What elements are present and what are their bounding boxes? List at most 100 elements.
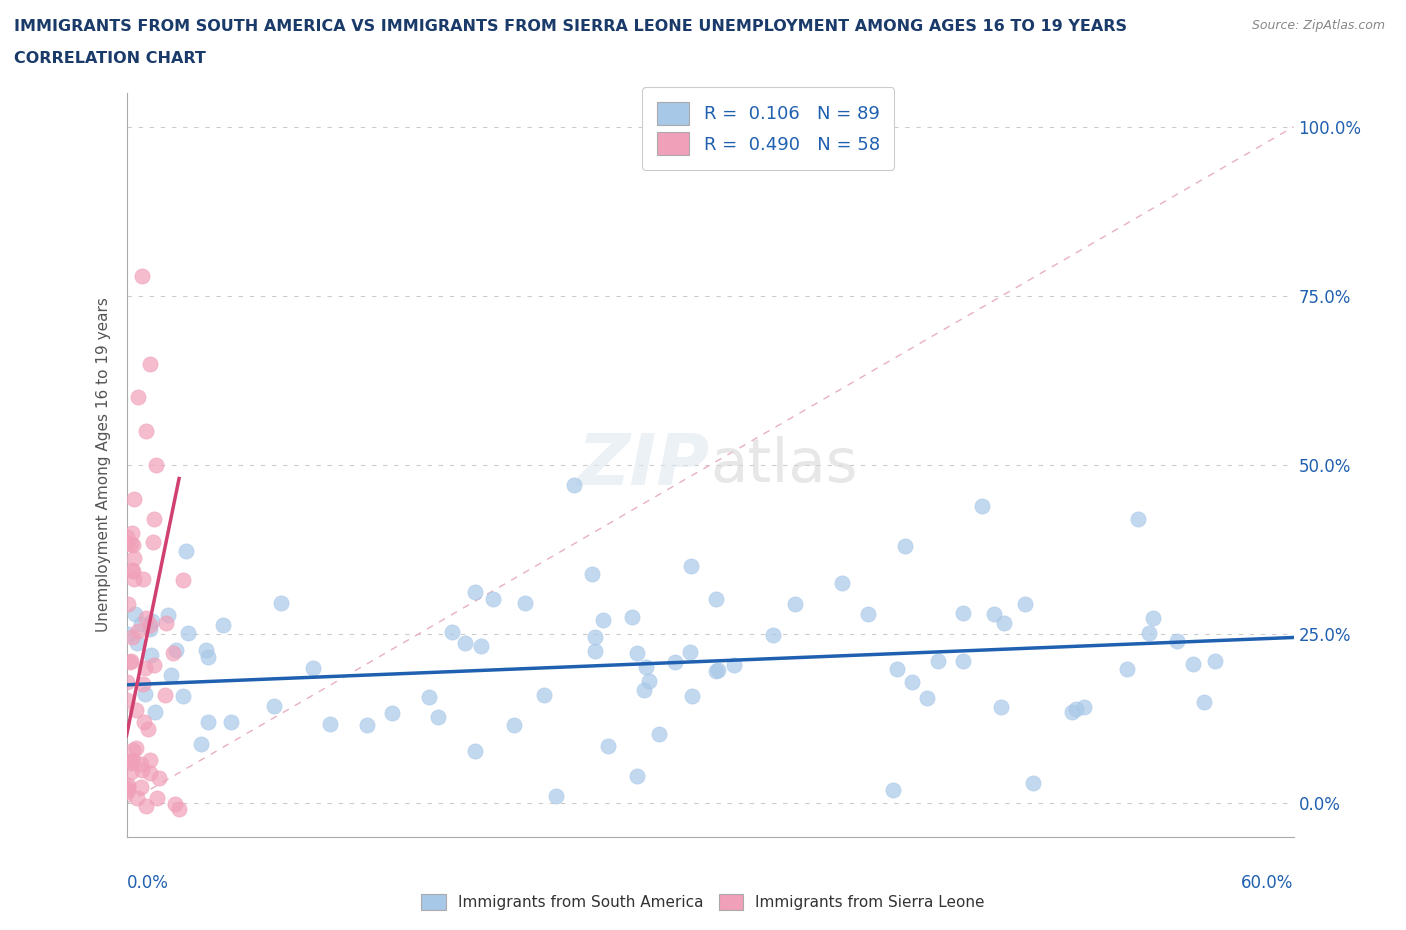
Point [155, 616, 177, 631]
Point [1181, 657, 1204, 671]
Point [146, 791, 169, 806]
Point [481, 591, 503, 606]
Point [426, 710, 449, 724]
Point [972, 498, 994, 513]
Point [596, 738, 619, 753]
Point [270, 595, 292, 610]
Point [143, 705, 166, 720]
Point [197, 649, 219, 664]
Point [142, 535, 165, 550]
Point [637, 673, 659, 688]
Point [120, 755, 142, 770]
Point [831, 576, 853, 591]
Point [122, 551, 145, 565]
Point [1022, 776, 1045, 790]
Point [562, 478, 585, 493]
Point [120, 765, 142, 780]
Point [135, 424, 157, 439]
Point [1194, 695, 1216, 710]
Text: IMMIGRANTS FROM SOUTH AMERICA VS IMMIGRANTS FROM SIERRA LEONE UNEMPLOYMENT AMONG: IMMIGRANTS FROM SOUTH AMERICA VS IMMIGRA… [14, 19, 1128, 33]
Point [915, 691, 938, 706]
Point [115, 784, 138, 799]
Point [681, 688, 703, 703]
Point [952, 654, 974, 669]
Point [139, 622, 162, 637]
Point [136, 722, 159, 737]
Point [679, 644, 702, 659]
Point [125, 702, 148, 717]
Point [121, 525, 143, 540]
Point [138, 618, 160, 632]
Point [723, 658, 745, 672]
Point [120, 753, 142, 768]
Point [546, 789, 568, 804]
Point [263, 698, 285, 713]
Point [783, 596, 806, 611]
Point [626, 769, 648, 784]
Point [1060, 705, 1083, 720]
Point [664, 654, 686, 669]
Legend: R =  0.106   N = 89, R =  0.490   N = 58: R = 0.106 N = 89, R = 0.490 N = 58 [643, 87, 894, 169]
Point [167, 801, 190, 816]
Point [882, 782, 904, 797]
Text: 0.0%: 0.0% [127, 874, 169, 892]
Point [583, 643, 606, 658]
Text: atlas: atlas [710, 435, 858, 495]
Point [122, 571, 145, 586]
Point [117, 627, 139, 642]
Point [141, 614, 163, 629]
Point [704, 591, 727, 606]
Point [162, 645, 184, 660]
Point [581, 567, 603, 582]
Point [129, 779, 152, 794]
Point [707, 662, 730, 677]
Point [134, 660, 156, 675]
Point [648, 726, 671, 741]
Point [115, 535, 138, 550]
Point [129, 756, 152, 771]
Point [177, 625, 200, 640]
Point [139, 356, 162, 371]
Point [134, 686, 156, 701]
Point [761, 628, 783, 643]
Point [464, 584, 486, 599]
Point [121, 538, 143, 552]
Point [120, 655, 142, 670]
Text: ZIP: ZIP [578, 431, 710, 499]
Point [679, 559, 702, 574]
Point [1116, 661, 1139, 676]
Point [464, 743, 486, 758]
Point [145, 458, 167, 472]
Point [115, 530, 138, 545]
Point [131, 763, 153, 777]
Point [172, 573, 194, 588]
Point [886, 661, 908, 676]
Point [356, 718, 378, 733]
Point [1014, 597, 1036, 612]
Legend: Immigrants from South America, Immigrants from Sierra Leone: Immigrants from South America, Immigrant… [413, 886, 993, 918]
Point [195, 643, 218, 658]
Point [626, 645, 648, 660]
Y-axis label: Unemployment Among Ages 16 to 19 years: Unemployment Among Ages 16 to 19 years [96, 298, 111, 632]
Point [139, 647, 162, 662]
Point [176, 543, 198, 558]
Point [115, 693, 138, 708]
Point [129, 617, 152, 631]
Point [120, 537, 142, 551]
Point [219, 714, 242, 729]
Point [583, 630, 606, 644]
Point [302, 661, 325, 676]
Point [533, 688, 555, 703]
Point [135, 799, 157, 814]
Point [503, 717, 526, 732]
Point [983, 607, 1005, 622]
Point [513, 595, 536, 610]
Text: 60.0%: 60.0% [1241, 874, 1294, 892]
Point [122, 564, 145, 578]
Point [993, 616, 1015, 631]
Point [633, 683, 655, 698]
Point [135, 611, 157, 626]
Point [454, 635, 477, 650]
Point [124, 607, 146, 622]
Point [197, 714, 219, 729]
